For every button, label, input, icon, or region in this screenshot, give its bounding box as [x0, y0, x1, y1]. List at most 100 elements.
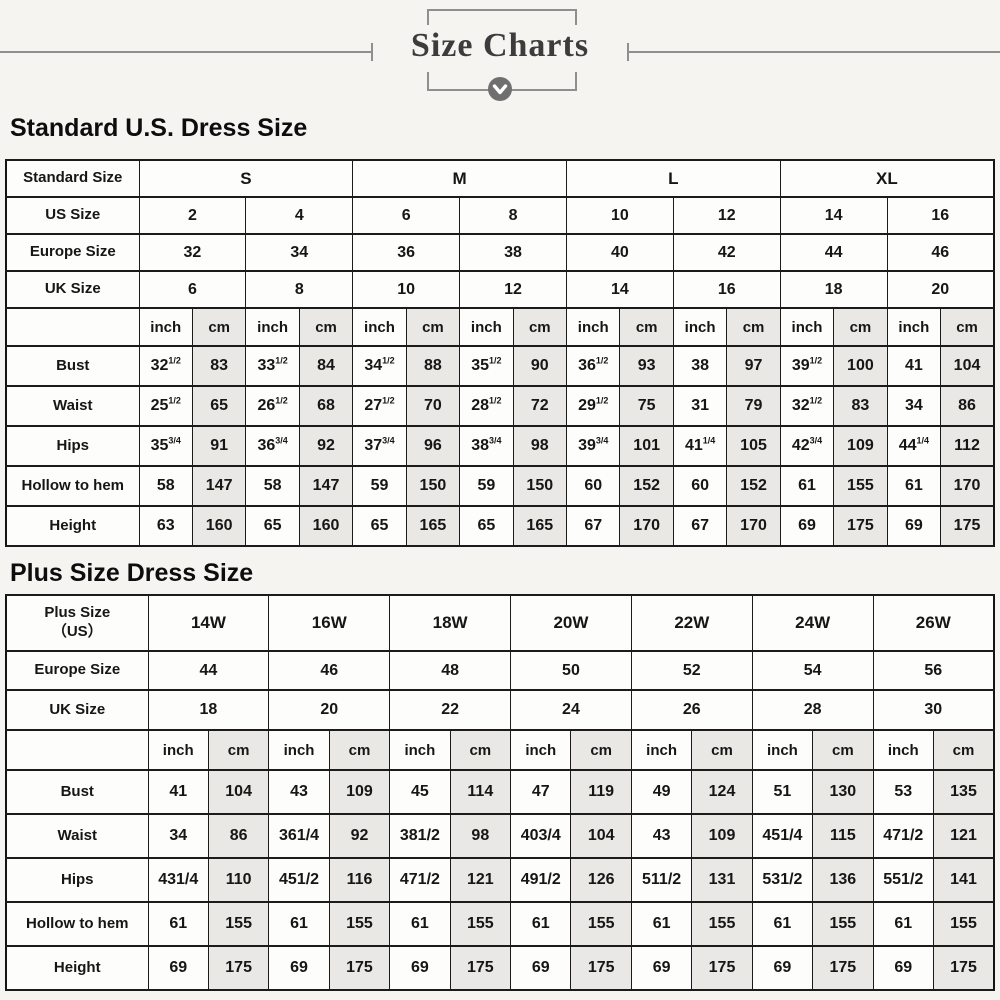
unit-cell: inch	[459, 307, 514, 347]
measure-cell: 165	[512, 505, 568, 547]
measure-cell: 100	[833, 345, 888, 387]
measure-cell: 58	[138, 465, 193, 507]
measure-cell: 361/4	[268, 813, 330, 859]
measure-cell: 90	[512, 345, 568, 387]
size-cell: 18	[779, 270, 888, 309]
measure-cell: 98	[512, 425, 568, 467]
size-cell: 16	[672, 270, 781, 309]
unit-cell: inch	[138, 307, 193, 347]
measure-cell: 175	[207, 945, 270, 991]
unit-cell: inch	[779, 307, 835, 347]
measure-cell: 361/2	[565, 345, 621, 387]
measure-cell: 61	[630, 901, 693, 947]
corner-label: Plus Size （US）	[5, 594, 149, 652]
measure-cell: 130	[812, 769, 874, 815]
measure-cell: 321/2	[779, 385, 835, 427]
measure-cell: 61	[389, 901, 451, 947]
measure-cell: 175	[940, 505, 995, 547]
table-row: US Size 2 4 6 8 10 12 14 16	[5, 196, 995, 235]
size-cell: 30	[872, 689, 995, 731]
table-row: Waist 251/2 65 261/2 68 271/2 70 281/2 72 291/2 75…	[5, 385, 995, 427]
measure-cell: 281/2	[459, 385, 514, 427]
unit-row-label	[5, 307, 140, 347]
table-row: Bust 41 104 43 109 45 114 47 119 49 124 51 130 53 135	[5, 769, 995, 815]
measure-cell: 92	[328, 813, 391, 859]
measure-cell: 109	[833, 425, 888, 467]
size-cell: 48	[389, 650, 512, 691]
unit-cell: cm	[298, 307, 354, 347]
measure-cell: 109	[328, 769, 391, 815]
size-group-cell: 26W	[872, 594, 995, 652]
measure-cell: 69	[147, 945, 209, 991]
table-row: inch cm inch cm inch cm inch cm inch cm inch cm inch…	[5, 729, 995, 771]
measure-cell: 391/2	[779, 345, 835, 387]
size-cell: 44	[779, 233, 888, 272]
measure-cell: 321/2	[138, 345, 193, 387]
unit-cell: cm	[932, 729, 995, 771]
unit-cell: cm	[691, 729, 753, 771]
measure-cell: 170	[619, 505, 674, 547]
table-row: Europe Size 32 34 36 38 40 42 44 46	[5, 233, 995, 272]
size-group-cell: 16W	[268, 594, 391, 652]
measure-cell: 175	[833, 505, 888, 547]
measure-cell: 34	[886, 385, 942, 427]
measure-cell: 131	[691, 857, 753, 903]
row-label: Height	[5, 945, 149, 991]
measure-cell: 47	[510, 769, 572, 815]
measure-cell: 511/2	[630, 857, 693, 903]
measure-cell: 72	[512, 385, 568, 427]
measure-cell: 101	[619, 425, 674, 467]
measure-cell: 373/4	[352, 425, 407, 467]
measure-cell: 251/2	[138, 385, 193, 427]
measure-cell: 110	[207, 857, 270, 903]
measure-cell: 451/4	[751, 813, 814, 859]
size-cell: 42	[672, 233, 781, 272]
table-row: Height 69 175 69 175 69 175 69 175 69 175 69 175 69 17…	[5, 945, 995, 991]
measure-cell: 155	[570, 901, 632, 947]
measure-cell: 63	[138, 505, 193, 547]
row-label: Waist	[5, 385, 140, 427]
measure-cell: 135	[932, 769, 995, 815]
measure-cell: 69	[751, 945, 814, 991]
measure-cell: 451/2	[268, 857, 330, 903]
banner-right-line-cap	[627, 43, 629, 61]
measure-cell: 58	[245, 465, 300, 507]
unit-cell: inch	[872, 729, 934, 771]
table-row: Hips 431/4 110 451/2 116 471/2 121 491/2 126 511/…	[5, 857, 995, 903]
measure-cell: 155	[207, 901, 270, 947]
measure-cell: 53	[872, 769, 934, 815]
table-row: inch cm inch cm inch cm inch cm inch cm inch cm inch…	[5, 307, 995, 347]
row-label: Hollow to hem	[5, 465, 140, 507]
measure-cell: 124	[691, 769, 753, 815]
measure-cell: 175	[449, 945, 512, 991]
size-cell: 8	[245, 270, 354, 309]
measure-cell: 136	[812, 857, 874, 903]
measure-cell: 441/4	[886, 425, 942, 467]
measure-cell: 38	[672, 345, 728, 387]
measure-cell: 31	[672, 385, 728, 427]
measure-cell: 70	[405, 385, 461, 427]
measure-cell: 49	[630, 769, 693, 815]
standard-size-table: Standard Size S M L XL US Size 2 4 6 8 10 12 14 16 Eur…	[5, 159, 995, 547]
measure-cell: 341/2	[352, 345, 407, 387]
size-cell: 36	[352, 233, 461, 272]
measure-cell: 152	[619, 465, 674, 507]
size-group-cell: 18W	[389, 594, 512, 652]
measure-cell: 271/2	[352, 385, 407, 427]
table-row: Hollow to hem 61 155 61 155 61 155 61 155 61 155 61…	[5, 901, 995, 947]
size-charts-title: Size Charts	[410, 27, 590, 64]
measure-cell: 170	[726, 505, 781, 547]
unit-cell: cm	[726, 307, 781, 347]
unit-cell: inch	[886, 307, 942, 347]
size-cell: 54	[751, 650, 874, 691]
size-cell: 52	[630, 650, 753, 691]
size-group-cell: 14W	[147, 594, 270, 652]
measure-cell: 351/2	[459, 345, 514, 387]
size-cell: 14	[779, 196, 888, 235]
measure-cell: 91	[191, 425, 247, 467]
chevron-down-icon	[487, 76, 513, 102]
measure-cell: 431/4	[147, 857, 209, 903]
measure-cell: 69	[389, 945, 451, 991]
size-cell: 8	[459, 196, 567, 235]
size-cell: 46	[886, 233, 995, 272]
